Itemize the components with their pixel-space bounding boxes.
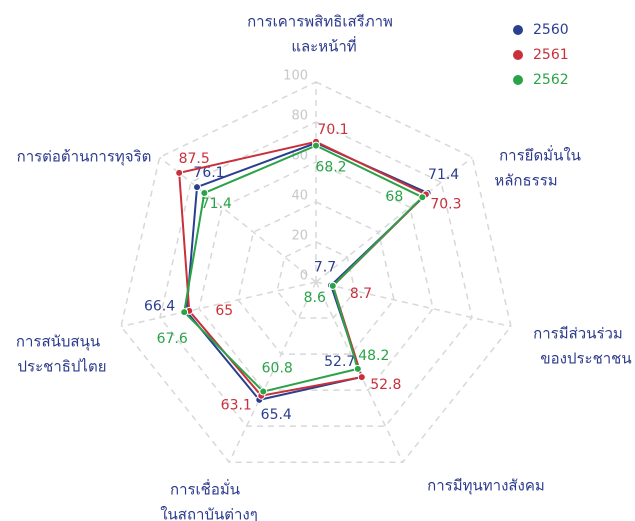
axis-label: หลักธรรม — [494, 172, 557, 190]
value-label: 8.6 — [304, 290, 326, 306]
value-label: 48.2 — [358, 348, 389, 364]
grid-ring — [237, 201, 395, 355]
axis-label: การมีทุนทางสังคม — [427, 477, 545, 496]
value-label: 65 — [215, 303, 233, 319]
spoke — [315, 156, 473, 283]
value-label: 66.4 — [144, 299, 175, 315]
point — [418, 193, 427, 202]
value-label: 71.4 — [428, 167, 459, 183]
axis-label: และหน้าที่ — [291, 36, 356, 56]
axis-label: การสนับสนุน — [16, 333, 100, 352]
axis-label: การยึดมั่นใน — [499, 145, 581, 165]
value-label: 70.1 — [317, 122, 348, 138]
axis-label: ในสถาบันต่างๆ — [160, 506, 258, 521]
tick-label: 80 — [291, 109, 308, 124]
point — [312, 141, 320, 150]
point — [200, 188, 209, 197]
spoke — [315, 281, 512, 328]
value-label: 67.6 — [157, 331, 188, 347]
value-label: 68 — [385, 189, 403, 205]
spoke — [159, 156, 317, 283]
point — [328, 281, 337, 290]
point — [193, 183, 202, 192]
series-line — [183, 144, 425, 393]
value-label: 52.7 — [324, 354, 355, 370]
legend-marker — [513, 25, 523, 35]
tick-label: 60 — [291, 149, 308, 164]
axis-label: การเชื่อมั่น — [170, 479, 240, 499]
grid-ring — [120, 81, 512, 463]
tick-label: 40 — [291, 189, 308, 204]
grid-ring — [159, 121, 473, 427]
value-label: 63.1 — [221, 398, 252, 414]
point — [353, 364, 362, 373]
axis-label: ของประชาชน — [540, 350, 631, 368]
value-label: 70.3 — [430, 196, 461, 212]
legend-label: 2561 — [533, 47, 569, 63]
point — [259, 387, 268, 396]
grid-ring — [198, 161, 434, 391]
value-label: 65.4 — [261, 407, 292, 423]
point — [175, 168, 184, 177]
tick-label: 20 — [291, 229, 308, 244]
spoke — [120, 281, 317, 328]
tick-label: 100 — [283, 69, 308, 84]
legend-label: 2560 — [533, 22, 569, 38]
point — [357, 373, 366, 382]
value-label: 8.7 — [350, 286, 372, 302]
legend-marker — [513, 50, 523, 60]
value-label: 71.4 — [201, 196, 232, 212]
value-label: 76.1 — [193, 165, 224, 181]
value-label: 52.8 — [370, 377, 401, 393]
point — [180, 308, 189, 317]
axis-label: การต่อต้านการทุจริต — [17, 148, 152, 167]
value-label: 60.8 — [262, 361, 293, 377]
spoke — [228, 281, 317, 463]
axis-label: การมีส่วนร่วม — [533, 325, 623, 343]
legend-marker — [513, 75, 523, 85]
grid-ring — [276, 241, 356, 319]
legend-label: 2562 — [533, 72, 569, 88]
value-label: 87.5 — [179, 151, 210, 167]
axis-label: การเคารพสิทธิเสรีภาพ — [247, 13, 393, 31]
tick-label: 0 — [300, 269, 308, 284]
value-label: 7.7 — [314, 259, 336, 275]
axis-label: ประชาธิปไตย — [18, 358, 107, 376]
value-label: 68.2 — [315, 160, 346, 176]
